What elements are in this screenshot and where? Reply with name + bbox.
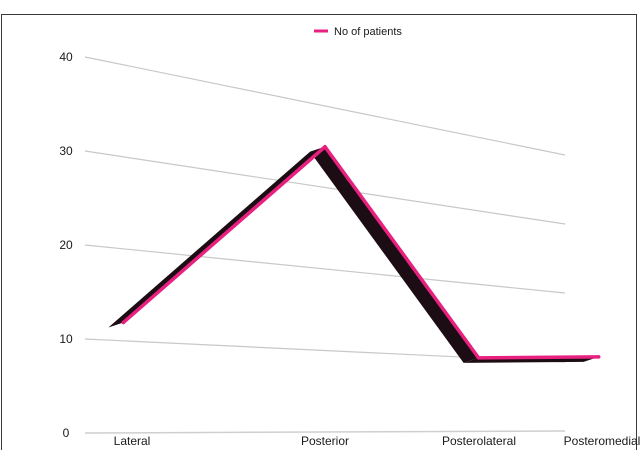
data-point — [476, 356, 481, 360]
y-tick-label: 10 — [59, 332, 73, 346]
data-point — [121, 320, 126, 325]
y-tick-label: 0 — [63, 426, 70, 440]
x-tick-label: Lateral — [114, 434, 151, 448]
series-ribbon-segment — [310, 146, 479, 363]
gridlines — [84, 56, 566, 434]
y-axis-ticks: 0 10 20 30 40 — [59, 50, 73, 440]
x-tick-label: Posterolateral — [442, 434, 516, 448]
x-axis-ticks: Lateral Posterior Posterolateral Posteromed… — [114, 434, 641, 448]
gridline — [84, 244, 566, 294]
y-tick-label: 20 — [59, 238, 73, 252]
series-line — [121, 145, 601, 360]
chart-frame — [1, 14, 637, 450]
gridline — [84, 430, 566, 434]
data-point — [323, 144, 327, 149]
y-tick-label: 30 — [59, 144, 73, 158]
gridline — [84, 56, 566, 156]
legend: No of patients — [314, 26, 402, 38]
data-point — [596, 355, 601, 359]
x-tick-label: Posteromedial — [564, 434, 641, 448]
x-tick-label: Posterior — [301, 434, 349, 448]
series-layer — [108, 144, 601, 363]
gridline — [84, 150, 566, 225]
legend-label: No of patients — [334, 26, 402, 38]
y-tick-label: 40 — [59, 50, 73, 64]
